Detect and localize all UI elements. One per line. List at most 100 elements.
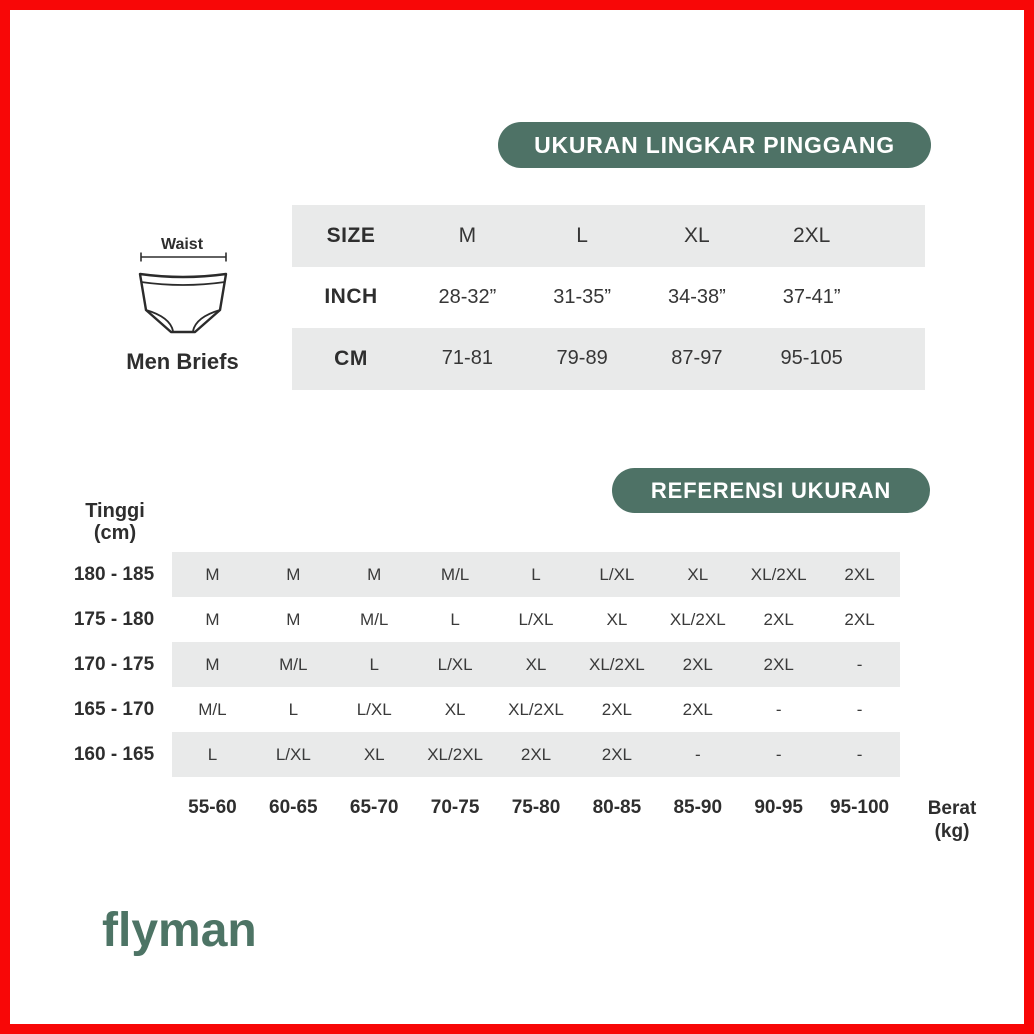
- weight-range-label: 75-80: [511, 797, 561, 818]
- size-cell: -: [856, 654, 863, 674]
- table-row: 175 - 180 M M M/L L L/XL XL XL/2XL 2XL 2…: [30, 597, 1030, 642]
- size-cell: L/XL: [599, 564, 635, 584]
- waist-measure-line-icon: [140, 252, 227, 262]
- size-cell: XL/2XL: [750, 564, 807, 584]
- inch-value: 37-41”: [782, 285, 841, 308]
- weight-axis-label-line1: Berat: [927, 798, 977, 819]
- inch-value: 34-38”: [667, 285, 726, 308]
- size-cell: M/L: [360, 609, 389, 629]
- weight-range-label: 55-60: [188, 797, 237, 818]
- weight-range-label: 60-65: [269, 797, 318, 818]
- size-cell: XL/2XL: [427, 744, 483, 764]
- table-row: 170 - 175 M M/L L L/XL XL XL/2XL 2XL 2XL…: [30, 642, 1030, 687]
- size-cell: XL: [363, 744, 385, 764]
- weight-range-label: 90-95: [754, 797, 803, 818]
- size-cells: M M M/L L L/XL XL XL/2XL 2XL 2XL: [172, 597, 900, 642]
- row-header: CM: [334, 346, 368, 370]
- reference-section-heading-text: REFERENSI UKURAN: [650, 477, 892, 503]
- size-value: L: [576, 223, 588, 247]
- weight-axis-row: 55-60 60-65 65-70 70-75 75-80 80-85 85-9…: [30, 797, 1030, 843]
- size-cell: 2XL: [682, 699, 713, 719]
- row-header: INCH: [324, 285, 378, 309]
- size-cell: M: [286, 609, 301, 629]
- size-cell: -: [694, 744, 701, 764]
- cm-value: 79-89: [556, 347, 608, 370]
- cm-value: 71-81: [441, 347, 493, 370]
- size-cell: -: [856, 699, 863, 719]
- brand-logo: flyman: [102, 904, 257, 957]
- waist-size-table: SIZE M L XL 2XL INCH 28-32” 31-35” 34-38…: [292, 205, 925, 390]
- size-cell: M/L: [279, 654, 308, 674]
- size-cell: XL: [687, 564, 709, 584]
- row-header: SIZE: [326, 223, 376, 247]
- size-cell: 2XL: [763, 654, 794, 674]
- size-cell: L: [207, 744, 218, 764]
- reference-size-matrix: 180 - 185 M M M M/L L L/XL XL XL/2XL 2XL…: [30, 552, 1030, 843]
- size-value: 2XL: [792, 223, 831, 247]
- weight-range-label: 65-70: [349, 797, 399, 818]
- inch-value: 31-35”: [553, 285, 612, 308]
- height-axis-label-line2: (cm): [93, 522, 137, 544]
- size-cell: 2XL: [763, 609, 794, 629]
- cm-value: 87-97: [671, 347, 723, 370]
- weight-range-label: 85-90: [673, 797, 723, 818]
- table-row: INCH 28-32” 31-35” 34-38” 37-41”: [292, 267, 925, 329]
- size-cell: XL/2XL: [508, 699, 564, 719]
- height-range-label: 165 - 170: [73, 698, 155, 720]
- waist-section-heading-text: UKURAN LINGKAR PINGGANG: [534, 131, 895, 158]
- weight-range-label: 80-85: [592, 797, 642, 818]
- table-row: 160 - 165 L L/XL XL XL/2XL 2XL 2XL - - -: [30, 732, 1030, 777]
- height-range-label: 170 - 175: [73, 653, 155, 675]
- weight-axis-label: Berat (kg): [902, 797, 1002, 843]
- size-cell: -: [856, 744, 863, 764]
- size-cells: L L/XL XL XL/2XL 2XL 2XL - - -: [172, 732, 900, 777]
- size-cell: -: [775, 699, 782, 719]
- size-value: M: [458, 223, 477, 247]
- table-row: CM 71-81 79-89 87-97 95-105: [292, 328, 925, 390]
- size-cell: 2XL: [601, 699, 632, 719]
- size-cell: 2XL: [682, 654, 713, 674]
- size-cell: L/XL: [518, 609, 554, 629]
- size-cell: 2XL: [844, 564, 875, 584]
- size-cells: M M M M/L L L/XL XL XL/2XL 2XL: [172, 552, 900, 597]
- weight-axis-label-line2: (kg): [934, 821, 970, 842]
- size-cell: 2XL: [601, 744, 632, 764]
- size-cell: M: [205, 564, 220, 584]
- size-cell: XL: [525, 654, 547, 674]
- size-cells: M/L L L/XL XL XL/2XL 2XL 2XL - -: [172, 687, 900, 732]
- size-cell: L: [450, 609, 460, 629]
- product-caption: Men Briefs: [126, 349, 239, 374]
- size-cell: M: [205, 654, 220, 674]
- size-cell: L: [369, 654, 379, 674]
- size-cell: M/L: [198, 699, 227, 719]
- height-range-label: 175 - 180: [73, 608, 155, 630]
- height-range-label: 180 - 185: [73, 563, 155, 585]
- size-cell: L: [531, 564, 541, 584]
- size-cell: M/L: [440, 564, 470, 584]
- height-axis-label-line1: Tinggi: [85, 500, 145, 522]
- reference-section-heading: REFERENSI UKURAN: [612, 468, 930, 513]
- size-cell: XL: [606, 609, 628, 629]
- men-briefs-icon: [138, 272, 228, 334]
- weight-range-label: 70-75: [430, 797, 480, 818]
- size-cell: -: [775, 744, 782, 764]
- table-row: 180 - 185 M M M M/L L L/XL XL XL/2XL 2XL: [30, 552, 1030, 597]
- height-range-label: 160 - 165: [73, 743, 155, 765]
- size-cell: 2XL: [520, 744, 552, 764]
- waist-measure-label: Waist: [160, 236, 204, 253]
- cm-value: 95-105: [780, 347, 843, 370]
- size-cell: XL/2XL: [589, 654, 645, 674]
- inch-value: 28-32”: [438, 285, 497, 308]
- size-cell: L/XL: [437, 654, 473, 674]
- height-axis-label: Tinggi (cm): [60, 500, 170, 544]
- waist-section-heading: UKURAN LINGKAR PINGGANG: [498, 122, 931, 168]
- size-cell: L/XL: [356, 699, 392, 719]
- size-cell: L: [288, 699, 299, 719]
- size-cell: XL/2XL: [669, 609, 726, 629]
- weight-range-labels: 55-60 60-65 65-70 70-75 75-80 80-85 85-9…: [172, 797, 900, 819]
- size-cell: M: [205, 609, 220, 629]
- size-cell: L/XL: [275, 744, 311, 764]
- size-cell: XL: [444, 699, 466, 719]
- size-cell: M: [286, 564, 301, 584]
